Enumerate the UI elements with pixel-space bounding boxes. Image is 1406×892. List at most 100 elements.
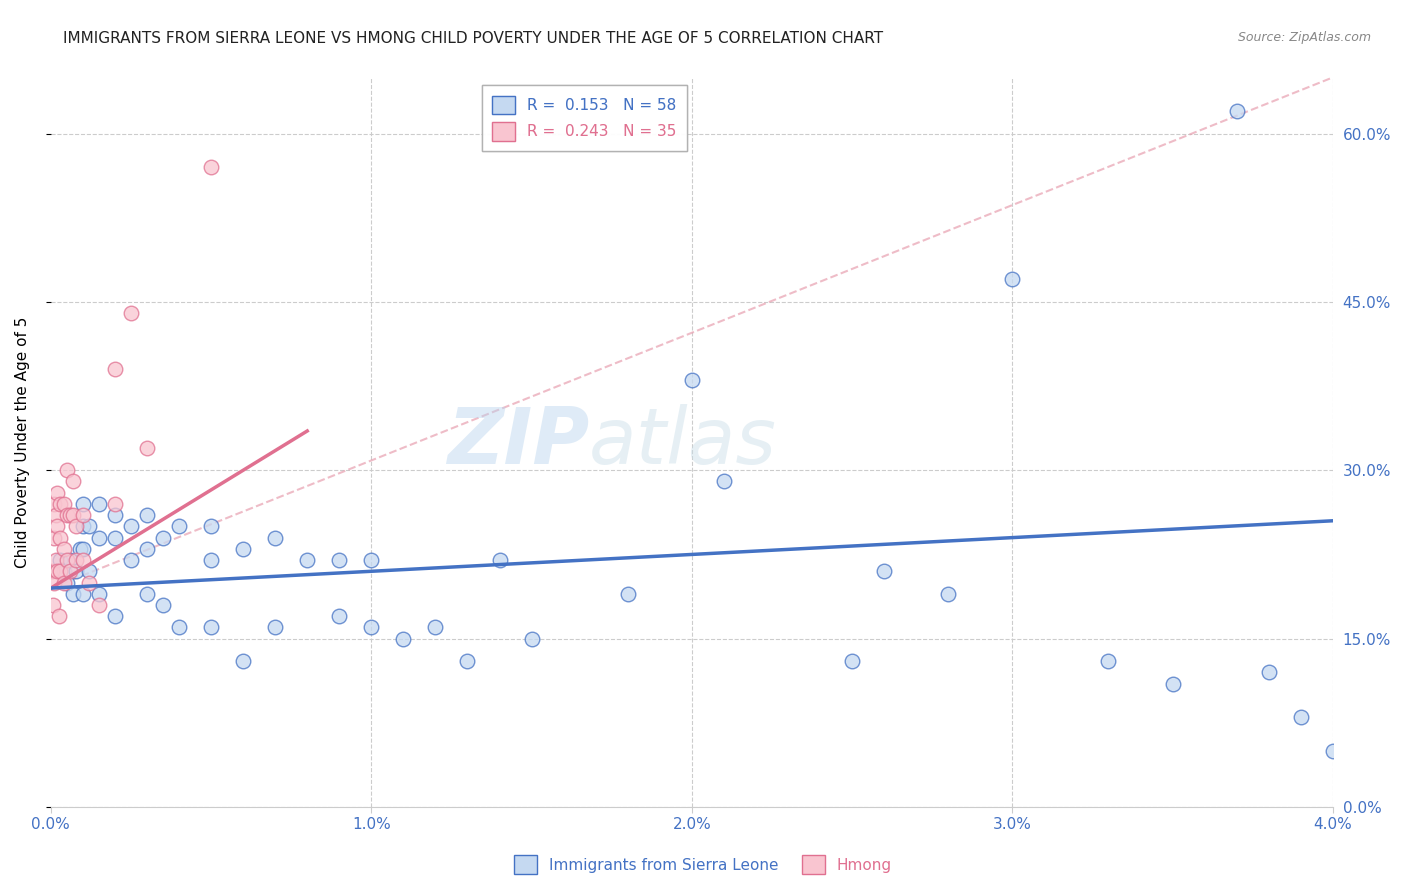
Point bbox=[79, 564, 101, 578]
Point bbox=[360, 553, 382, 567]
Point bbox=[48, 609, 70, 624]
Point bbox=[72, 541, 94, 556]
Point bbox=[136, 587, 159, 601]
Point bbox=[425, 620, 447, 634]
Point bbox=[392, 632, 415, 646]
Point bbox=[120, 306, 142, 320]
Point bbox=[1322, 744, 1344, 758]
Point bbox=[41, 564, 63, 578]
Point bbox=[45, 553, 67, 567]
Point bbox=[152, 598, 174, 612]
Point bbox=[49, 564, 72, 578]
Point bbox=[328, 609, 350, 624]
Point bbox=[42, 598, 65, 612]
Point bbox=[120, 553, 142, 567]
Point bbox=[72, 497, 94, 511]
Point bbox=[136, 541, 159, 556]
Point bbox=[79, 519, 101, 533]
Point bbox=[167, 519, 190, 533]
Point bbox=[87, 598, 110, 612]
Point bbox=[456, 654, 478, 668]
Text: atlas: atlas bbox=[589, 404, 778, 480]
Point bbox=[1097, 654, 1119, 668]
Point bbox=[1001, 272, 1024, 286]
Point bbox=[62, 587, 84, 601]
Point bbox=[87, 587, 110, 601]
Point bbox=[42, 531, 65, 545]
Point bbox=[62, 475, 84, 489]
Legend: R =  0.153   N = 58, R =  0.243   N = 35: R = 0.153 N = 58, R = 0.243 N = 35 bbox=[481, 85, 688, 152]
Point bbox=[152, 531, 174, 545]
Text: Source: ZipAtlas.com: Source: ZipAtlas.com bbox=[1237, 31, 1371, 45]
Point bbox=[520, 632, 543, 646]
Point bbox=[72, 553, 94, 567]
Point bbox=[200, 553, 222, 567]
Point bbox=[65, 564, 87, 578]
Point bbox=[45, 508, 67, 523]
Point bbox=[681, 374, 703, 388]
Point bbox=[136, 508, 159, 523]
Point bbox=[52, 564, 75, 578]
Point bbox=[104, 362, 127, 376]
Point bbox=[936, 587, 959, 601]
Point bbox=[46, 519, 69, 533]
Point bbox=[264, 620, 287, 634]
Point bbox=[56, 463, 79, 477]
Point bbox=[200, 620, 222, 634]
Point bbox=[136, 441, 159, 455]
Point bbox=[49, 553, 72, 567]
Text: ZIP: ZIP bbox=[447, 404, 589, 480]
Point bbox=[1226, 104, 1249, 119]
Y-axis label: Child Poverty Under the Age of 5: Child Poverty Under the Age of 5 bbox=[15, 317, 30, 568]
Point bbox=[42, 575, 65, 590]
Point bbox=[62, 508, 84, 523]
Point bbox=[873, 564, 896, 578]
Point bbox=[713, 475, 735, 489]
Point bbox=[297, 553, 319, 567]
Point bbox=[52, 497, 75, 511]
Point bbox=[104, 609, 127, 624]
Point bbox=[87, 531, 110, 545]
Point bbox=[46, 485, 69, 500]
Point bbox=[360, 620, 382, 634]
Point bbox=[1257, 665, 1279, 680]
Legend: Immigrants from Sierra Leone, Hmong: Immigrants from Sierra Leone, Hmong bbox=[508, 849, 898, 880]
Point bbox=[59, 508, 82, 523]
Point bbox=[49, 531, 72, 545]
Point bbox=[52, 575, 75, 590]
Point bbox=[200, 160, 222, 174]
Point bbox=[120, 519, 142, 533]
Point bbox=[167, 620, 190, 634]
Point bbox=[488, 553, 510, 567]
Point bbox=[42, 497, 65, 511]
Point bbox=[65, 519, 87, 533]
Point bbox=[232, 654, 254, 668]
Point bbox=[72, 519, 94, 533]
Point bbox=[65, 553, 87, 567]
Point bbox=[72, 587, 94, 601]
Point bbox=[56, 553, 79, 567]
Point bbox=[104, 531, 127, 545]
Point bbox=[87, 497, 110, 511]
Point bbox=[104, 508, 127, 523]
Point bbox=[616, 587, 638, 601]
Text: IMMIGRANTS FROM SIERRA LEONE VS HMONG CHILD POVERTY UNDER THE AGE OF 5 CORRELATI: IMMIGRANTS FROM SIERRA LEONE VS HMONG CH… bbox=[63, 31, 883, 46]
Point bbox=[264, 531, 287, 545]
Point bbox=[1289, 710, 1312, 724]
Point bbox=[72, 508, 94, 523]
Point bbox=[56, 508, 79, 523]
Point bbox=[69, 541, 91, 556]
Point bbox=[104, 497, 127, 511]
Point bbox=[328, 553, 350, 567]
Point bbox=[841, 654, 863, 668]
Point bbox=[56, 575, 79, 590]
Point bbox=[46, 564, 69, 578]
Point bbox=[59, 553, 82, 567]
Point bbox=[1161, 676, 1184, 690]
Point bbox=[200, 519, 222, 533]
Point bbox=[52, 541, 75, 556]
Point bbox=[232, 541, 254, 556]
Point bbox=[49, 497, 72, 511]
Point bbox=[59, 564, 82, 578]
Point bbox=[79, 575, 101, 590]
